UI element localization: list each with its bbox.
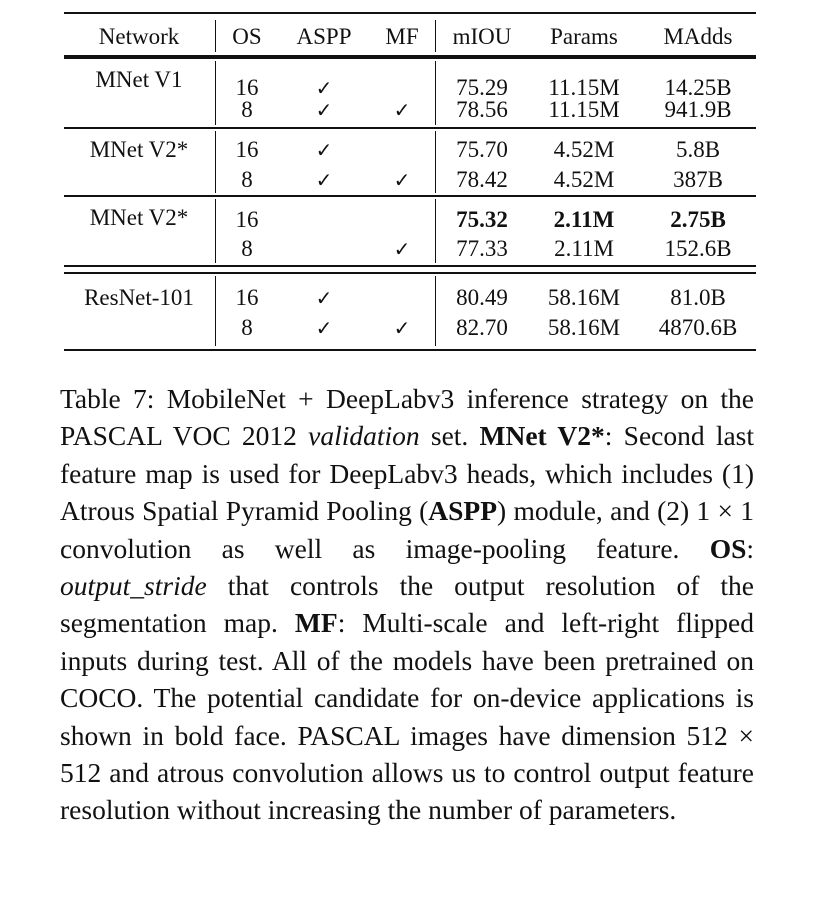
os-cell: 16 [235,137,259,162]
params-cell: 2.11M [553,207,615,232]
header-miou: mIOU [452,24,512,49]
os-cell: 8 [241,315,253,340]
os-cell: 8 [241,236,253,261]
caption-text: : Multi-scale and left-right flipped inp… [60,607,755,826]
aspp-check-icon: ✓ [315,286,333,310]
caption-italic-validation: validation [308,420,420,452]
header-rule [64,55,756,59]
caption-text: ) module, and (2) 1 × 1 convolution as w… [60,495,754,564]
top-rule [64,12,756,14]
column-separator [435,20,436,52]
header-aspp: ASPP [296,24,352,49]
caption-text: set. [430,420,469,452]
column-separator [435,199,436,263]
caption-text: : [746,532,755,564]
column-separator [435,276,436,346]
madds-cell: 2.75B [670,207,726,232]
column-separator [435,61,436,125]
miou-cell: 82.70 [456,315,508,340]
header-params: Params [550,24,618,49]
mf-check-icon: ✓ [393,237,411,261]
column-separator [215,199,216,263]
group-rule [64,127,756,129]
mf-check-icon: ✓ [393,316,411,340]
params-cell: 2.11M [554,236,614,261]
aspp-check-icon: ✓ [315,138,333,162]
params-cell: 11.15M [548,97,620,122]
double-rule-bottom [64,272,756,274]
miou-cell: 75.70 [456,137,508,162]
params-cell: 58.16M [547,315,621,340]
caption-term-mnet: MNet V2* [479,420,605,452]
madds-cell: 4870.6B [658,315,738,340]
madds-cell: 152.6B [664,236,732,261]
column-separator [215,131,216,193]
header-mf: MF [385,24,419,49]
double-rule-top [64,265,756,267]
caption-text: : Second last feature map is used for De… [60,420,755,527]
params-cell: 11.15M [548,75,620,100]
network-name: MNet V2* [89,205,189,230]
group-rule [64,195,756,197]
mf-check-icon: ✓ [393,168,411,192]
madds-cell: 387B [673,167,723,192]
aspp-check-icon: ✓ [315,98,333,122]
madds-cell: 941.9B [664,97,732,122]
network-name: MNet V1 [95,67,183,92]
caption-term-mf: MF [294,607,338,639]
caption-term-os: OS [709,532,747,564]
params-cell: 4.52M [553,137,615,162]
miou-cell: 75.32 [456,207,508,232]
caption-italic-output-stride: output_stride [60,570,207,602]
os-cell: 16 [235,75,259,100]
miou-cell: 78.56 [456,97,508,122]
header-madds: MAdds [663,24,733,49]
aspp-check-icon: ✓ [315,76,333,100]
column-separator [215,61,216,125]
os-cell: 16 [235,207,259,232]
header-network: Network [98,24,180,49]
network-name: ResNet-101 [84,285,194,310]
miou-cell: 75.29 [456,75,508,100]
madds-cell: 5.8B [675,137,721,162]
header-os: OS [232,24,262,49]
network-name: MNet V2* [89,137,189,162]
column-separator [215,20,216,52]
aspp-check-icon: ✓ [315,316,333,340]
params-cell: 58.16M [547,285,621,310]
caption-label: Table 7: [60,383,155,414]
madds-cell: 81.0B [670,285,726,310]
table-caption: Table 7: MobileNet + DeepLabv3 inference… [60,380,754,829]
miou-cell: 78.42 [456,167,508,192]
params-cell: 4.52M [553,167,615,192]
caption-text: MobileNet + DeepLabv3 inference strategy… [60,383,754,452]
aspp-check-icon: ✓ [315,168,333,192]
caption-text: that con­trols the output resolution of … [60,570,755,639]
mf-check-icon: ✓ [393,98,411,122]
os-cell: 8 [241,97,253,122]
miou-cell: 77.33 [456,236,508,261]
os-cell: 8 [241,167,253,192]
miou-cell: 80.49 [456,285,508,310]
column-separator [215,276,216,346]
caption-term-aspp: ASPP [428,495,498,527]
os-cell: 16 [235,285,259,310]
madds-cell: 14.25B [664,75,732,100]
column-separator [435,131,436,193]
bottom-rule [64,349,756,351]
